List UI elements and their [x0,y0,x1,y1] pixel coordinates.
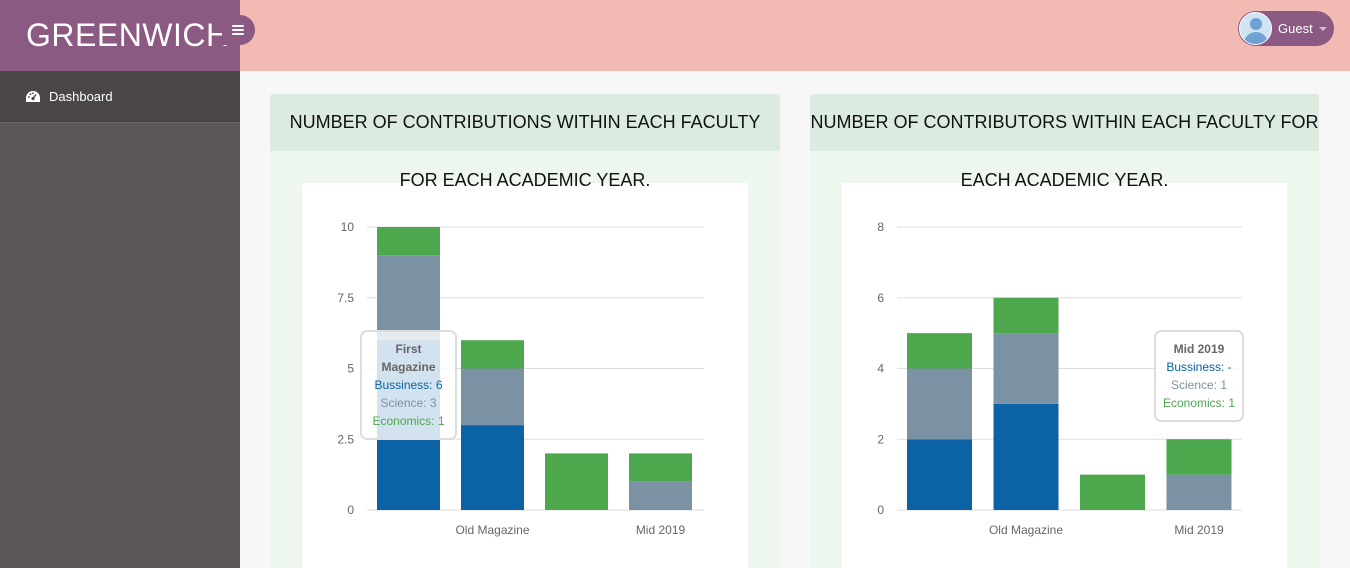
dashboard-icon [26,90,40,102]
panel-title-line2: FOR EACH ACADEMIC YEAR. [399,170,651,190]
y-tick-label: 0 [877,503,884,517]
tooltip-line-science: Science: 1 [1170,378,1228,392]
user-name: Guest [1278,21,1313,36]
x-tick-label: Mid 2019 [636,523,686,537]
bar-segment-economics[interactable] [1166,439,1232,475]
bar-segment-economics[interactable] [545,453,608,510]
bar-segment-science[interactable] [629,481,692,510]
y-tick-label: 2.5 [337,432,354,446]
contributors-chart-svg: 0 2 4 6 8 Old Magazine Mid 2019 [877,220,1242,537]
y-tick-label: 0 [347,503,354,517]
bar-segment-economics[interactable] [993,297,1059,334]
y-tick-label: 6 [877,291,884,305]
tooltip-line-economics: Economics: 1 [1162,396,1236,410]
tooltip-line-economics: Economics: 1 [372,414,445,428]
x-tick-label: Mid 2019 [1174,523,1224,537]
bar-segment-bussiness[interactable] [907,439,972,510]
panel-header [270,94,780,151]
y-tick-label: 8 [877,220,884,234]
panel-title-line1: NUMBER OF CONTRIBUTIONS WITHIN EACH FACU… [289,112,761,132]
caret-down-icon [1318,26,1327,31]
tooltip-line-business: Bussiness: 6 [374,378,443,392]
bar-segment-economics[interactable] [629,453,692,482]
app-brand[interactable]: GREENWICH [0,0,240,71]
chart-tooltip: First Magazine Bussiness: 6 Science: 3 E… [360,330,457,440]
bar-segment-science[interactable] [1166,474,1232,510]
tooltip-title: Mid 2019 [1173,342,1225,356]
y-tick-label: 10 [341,220,355,234]
bar-segment-economics[interactable] [907,333,972,369]
x-tick-label: Old Magazine [989,523,1063,537]
chart-tooltip: Mid 2019 Bussiness: - Science: 1 Economi… [1154,330,1244,422]
bar-segment-science[interactable] [461,368,524,426]
sidebar: Dashboard [0,71,240,568]
y-tick-label: 5 [347,362,354,376]
panel-title-line2: EACH ACADEMIC YEAR. [960,170,1169,190]
y-tick-label: 7.5 [337,291,354,305]
sidebar-item-label: Dashboard [49,89,113,104]
top-navbar [240,0,1350,71]
y-tick-label: 2 [877,432,884,446]
menu-toggle-button[interactable] [222,15,255,45]
tooltip-line-business: Bussiness: - [1166,360,1232,374]
tooltip-title: First Magazine [381,342,436,374]
bar-segment-economics[interactable] [1080,474,1145,510]
panel-header [810,94,1319,151]
bar-segment-bussiness[interactable] [461,425,524,510]
tooltip-line-science: Science: 3 [380,396,437,410]
bar-segment-science[interactable] [377,255,440,341]
bar-segment-science[interactable] [907,368,972,440]
panel-title-line1: NUMBER OF CONTRIBUTORS WITHIN EACH FACUL… [810,112,1319,132]
bar-segment-economics[interactable] [377,227,440,256]
x-tick-label: Old Magazine [455,523,529,537]
bar-segment-economics[interactable] [461,340,524,369]
bar-segment-science[interactable] [993,333,1059,404]
bar-segment-bussiness[interactable] [993,403,1059,510]
y-tick-label: 4 [877,362,884,376]
sidebar-item-dashboard[interactable]: Dashboard [0,71,240,123]
hamburger-icon [232,25,244,35]
avatar [1239,12,1272,45]
user-menu[interactable]: Guest [1238,11,1334,46]
